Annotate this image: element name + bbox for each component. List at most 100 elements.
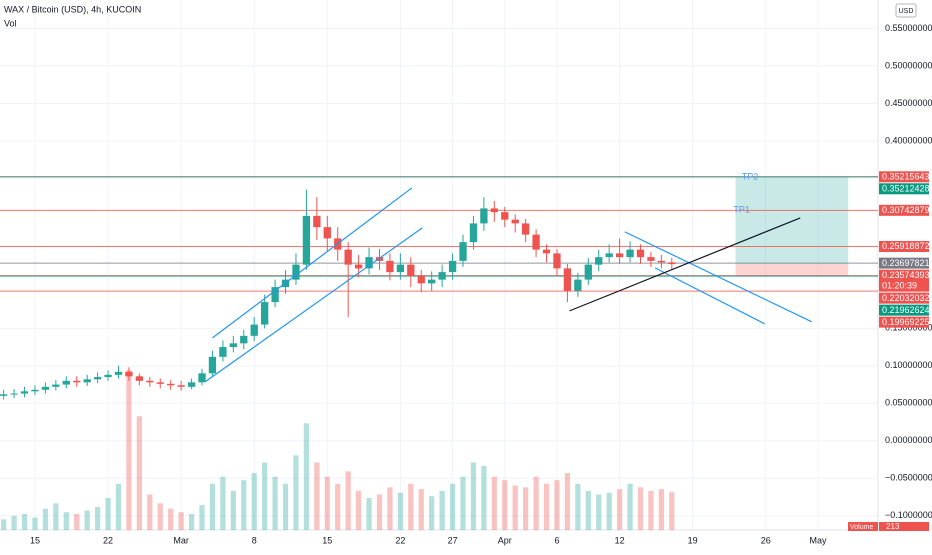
volume-bar xyxy=(356,490,362,530)
price-label: 0.21962624 xyxy=(882,305,930,315)
chart-title: WAX / Bitcoin (USD), 4h, KUCOIN xyxy=(4,4,141,14)
trend-line xyxy=(624,231,812,323)
candle-body xyxy=(407,264,415,276)
volume-bar xyxy=(366,498,372,530)
y-tick-label: 0.00000000 xyxy=(885,435,932,445)
volume-bar xyxy=(470,462,477,530)
candle-body xyxy=(511,219,519,224)
volume-bar xyxy=(188,514,195,530)
volume-bar xyxy=(168,508,174,530)
candle-body xyxy=(271,287,279,303)
volume-bar xyxy=(335,483,341,530)
candle-body xyxy=(302,215,311,265)
annotation: TP2 xyxy=(742,171,759,181)
y-tick-label: −0.10000000 xyxy=(885,510,932,520)
candle-body xyxy=(0,394,8,396)
volume-bar xyxy=(324,476,330,530)
indicator-label: Vol xyxy=(4,18,17,28)
candle-body xyxy=(563,268,572,291)
volume-bar xyxy=(230,490,236,530)
volume-bar xyxy=(272,476,278,530)
price-label-bg xyxy=(879,204,929,216)
volume-bar xyxy=(11,515,17,530)
candle-body xyxy=(532,234,540,250)
volume-bar xyxy=(554,480,560,530)
volume-bar xyxy=(209,483,216,530)
volume-bar xyxy=(314,462,320,530)
x-tick-label: 15 xyxy=(322,535,332,545)
candle-body xyxy=(31,389,39,392)
candle-body xyxy=(365,257,373,269)
candle-body xyxy=(208,356,217,374)
candle-body xyxy=(146,380,154,383)
candle-body xyxy=(198,373,206,383)
annotation: TP1 xyxy=(733,205,750,215)
volume-bar xyxy=(449,483,456,530)
candle-body xyxy=(469,223,478,243)
volume-bar xyxy=(105,498,111,530)
x-tick-label: 22 xyxy=(103,535,113,545)
price-label: 0.23697821 xyxy=(882,258,930,268)
candle-body xyxy=(323,227,331,239)
y-tick-label: 0.55000000 xyxy=(885,23,932,33)
candle-body xyxy=(501,212,509,220)
candle-body xyxy=(553,253,561,269)
candle-body xyxy=(595,257,603,265)
candle-body xyxy=(260,302,269,325)
volume-bar xyxy=(408,483,414,530)
volume-bar xyxy=(460,476,466,530)
candle-body xyxy=(104,374,112,378)
candle-body xyxy=(386,260,394,273)
price-label-bg xyxy=(879,292,929,304)
candle-body xyxy=(73,380,81,383)
volume-bar xyxy=(669,492,675,530)
price-label: 0.19969225 xyxy=(882,317,930,327)
candle-body xyxy=(428,279,436,284)
trend-line xyxy=(204,227,423,383)
price-label-bg xyxy=(879,316,929,328)
candle-body xyxy=(668,262,676,265)
candle-body xyxy=(10,393,18,395)
price-label: 0.25918872 xyxy=(882,241,930,251)
volume-bar xyxy=(387,487,393,530)
currency-button[interactable] xyxy=(895,3,917,18)
price-label-bg xyxy=(879,240,929,252)
candle-body xyxy=(62,380,70,385)
volume-bar xyxy=(564,473,571,530)
position-target xyxy=(735,176,849,265)
volume-value: 213 xyxy=(886,522,900,531)
volume-bar xyxy=(491,476,497,530)
x-tick-label: 6 xyxy=(554,535,559,545)
trend-line xyxy=(569,217,801,312)
candle-body xyxy=(375,257,384,261)
x-tick-label: 8 xyxy=(252,535,257,545)
candle-body xyxy=(647,257,655,261)
candle-body xyxy=(167,383,175,386)
x-tick-label: 26 xyxy=(761,535,771,545)
volume-bar xyxy=(658,489,664,530)
candle-body xyxy=(240,335,248,344)
currency-button-label[interactable]: USD xyxy=(899,8,914,15)
volume-bar xyxy=(282,483,289,530)
volume-bar xyxy=(241,480,247,530)
candle-body xyxy=(542,249,551,254)
candle-body xyxy=(344,249,352,265)
volume-bar xyxy=(262,462,268,530)
candle-body xyxy=(417,275,425,284)
volume-bar xyxy=(376,494,383,530)
volume-bar xyxy=(617,489,623,530)
trend-line xyxy=(654,267,765,325)
candle-body xyxy=(459,242,467,261)
candle-body xyxy=(114,371,123,375)
volume-bar xyxy=(637,487,644,530)
x-tick-label: 12 xyxy=(615,535,625,545)
trend-line xyxy=(212,187,413,339)
volume-bar xyxy=(251,473,257,530)
candle-body xyxy=(396,264,405,273)
volume-bar xyxy=(21,514,28,530)
candle-body xyxy=(574,279,582,291)
position-stop xyxy=(735,264,849,276)
candle-body xyxy=(605,253,613,258)
